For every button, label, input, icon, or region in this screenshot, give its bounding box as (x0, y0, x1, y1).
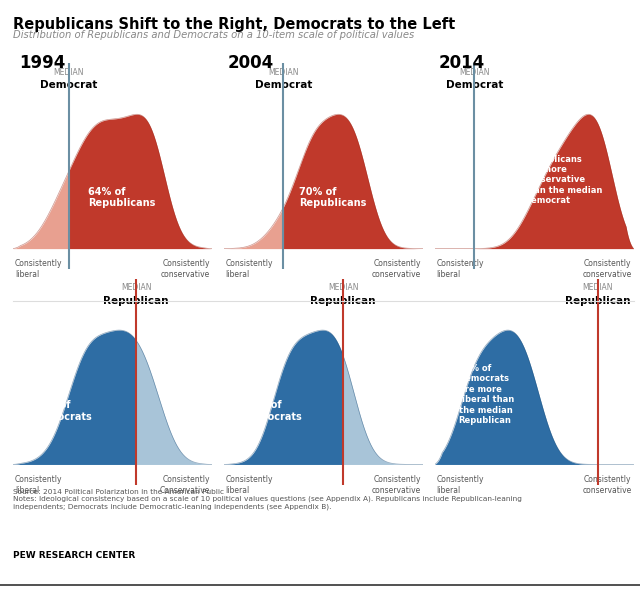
Text: Consistently
conservative: Consistently conservative (161, 259, 210, 279)
Text: MEDIAN: MEDIAN (582, 284, 613, 293)
Text: 1994: 1994 (19, 54, 65, 72)
Text: Consistently
liberal: Consistently liberal (436, 475, 484, 495)
Text: Democrat: Democrat (40, 80, 97, 90)
Text: 70% of
Republicans: 70% of Republicans (300, 187, 367, 208)
Text: Republican: Republican (565, 296, 630, 306)
Text: Consistently
liberal: Consistently liberal (226, 475, 273, 495)
Text: MEDIAN: MEDIAN (268, 67, 299, 76)
Text: Republican: Republican (104, 296, 169, 306)
Text: 70% of
Democrats: 70% of Democrats (33, 400, 92, 421)
Text: Consistently
liberal: Consistently liberal (226, 259, 273, 279)
Text: 92% of
Republicans
are more
conservative
than the median
Democrat: 92% of Republicans are more conservative… (524, 144, 602, 205)
Text: Republicans Shift to the Right, Democrats to the Left: Republicans Shift to the Right, Democrat… (13, 17, 455, 32)
Text: Democrat: Democrat (445, 80, 503, 90)
Text: Democrat: Democrat (255, 80, 312, 90)
Text: MEDIAN: MEDIAN (328, 284, 358, 293)
Text: Source: 2014 Political Polarization in the American Public
Notes: Ideological co: Source: 2014 Political Polarization in t… (13, 489, 522, 510)
Text: PEW RESEARCH CENTER: PEW RESEARCH CENTER (13, 551, 135, 560)
Text: 68% of
Democrats: 68% of Democrats (244, 400, 302, 421)
Text: Consistently
liberal: Consistently liberal (436, 259, 484, 279)
Text: MEDIAN: MEDIAN (459, 67, 490, 76)
Text: Consistently
liberal: Consistently liberal (15, 475, 62, 495)
Text: 94% of
Democrats
are more
liberal than
the median
Republican: 94% of Democrats are more liberal than t… (458, 364, 514, 425)
Text: Consistently
conservative: Consistently conservative (582, 475, 632, 495)
Text: Consistently
conservative: Consistently conservative (371, 475, 420, 495)
Text: MEDIAN: MEDIAN (121, 284, 152, 293)
Text: Distribution of Republicans and Democrats on a 10-item scale of political values: Distribution of Republicans and Democrat… (13, 30, 414, 40)
Text: 64% of
Republicans: 64% of Republicans (88, 187, 156, 208)
Text: Consistently
conservative: Consistently conservative (371, 259, 420, 279)
Text: Consistently
conservative: Consistently conservative (582, 259, 632, 279)
Text: MEDIAN: MEDIAN (53, 67, 84, 76)
Text: Consistently
Conservative: Consistently Conservative (159, 475, 210, 495)
Text: 2004: 2004 (227, 54, 273, 72)
Text: Consistently
liberal: Consistently liberal (15, 259, 62, 279)
Text: 2014: 2014 (438, 54, 484, 72)
Text: Republican: Republican (310, 296, 376, 306)
